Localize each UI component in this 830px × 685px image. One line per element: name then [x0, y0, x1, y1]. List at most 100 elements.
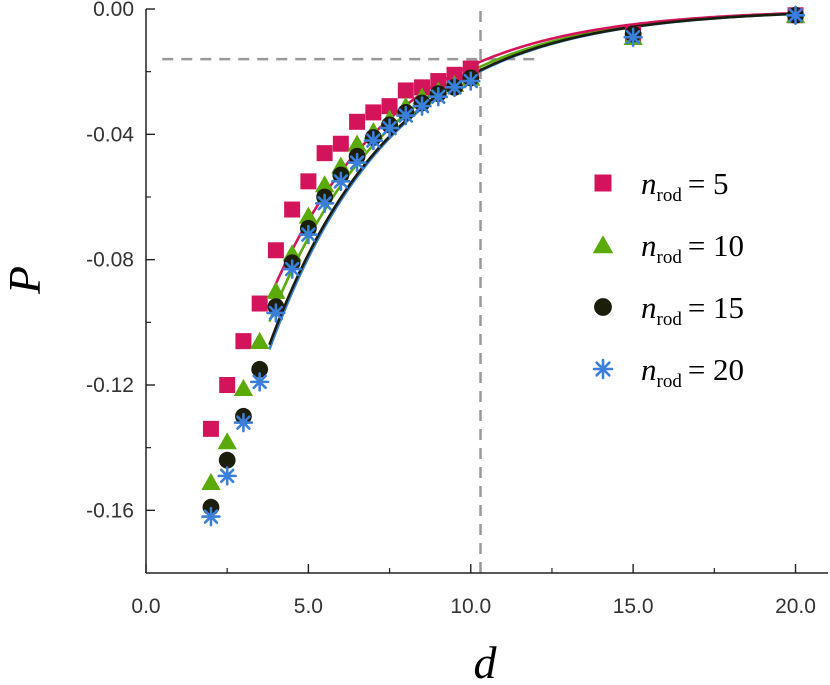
- y-tick-label: -0.12: [86, 374, 134, 397]
- asterisk-marker: [298, 224, 319, 245]
- square-marker: [316, 145, 333, 162]
- asterisk-stroke: [333, 174, 349, 189]
- asterisk-stroke: [366, 133, 381, 148]
- legend-var: n: [641, 228, 657, 263]
- triangle-marker: [592, 235, 614, 254]
- x-tick-label: 20.0: [775, 595, 816, 618]
- asterisk-stroke: [219, 468, 235, 484]
- ticks: 0.0 5.0 10.0 15.0 20.0 0.00 -0.04 -0.08 -0.12 -0.…: [86, 0, 816, 618]
- x-axis-title: d: [474, 637, 498, 685]
- asterisk-marker: [249, 372, 270, 392]
- data-markers: [201, 5, 806, 527]
- triangle-marker: [266, 281, 286, 299]
- legend-subscript: rod: [657, 309, 683, 330]
- legend-var: n: [641, 352, 657, 387]
- asterisk-stroke: [463, 73, 479, 89]
- square-marker: [219, 377, 236, 393]
- y-tick-label: -0.16: [86, 499, 134, 522]
- square-marker: [332, 135, 349, 152]
- asterisk-marker: [396, 105, 416, 126]
- asterisk-stroke: [382, 120, 397, 136]
- asterisk-marker: [623, 27, 643, 47]
- square-marker: [381, 98, 398, 115]
- asterisk-stroke: [398, 108, 414, 123]
- legend-label: nrod = 15: [641, 290, 744, 330]
- y-axis-title: P: [0, 266, 50, 295]
- legend-label: nrod = 10: [641, 228, 744, 268]
- square-marker: [300, 173, 317, 190]
- asterisk-marker: [461, 71, 481, 91]
- series-markers: [202, 7, 804, 437]
- asterisk-stroke: [301, 227, 316, 242]
- square-marker: [365, 104, 382, 121]
- legend-var: n: [641, 290, 657, 325]
- triangle-marker: [314, 175, 335, 193]
- asterisk-stroke: [284, 261, 300, 277]
- asterisk-stroke: [625, 29, 641, 45]
- legend-label: nrod = 20: [641, 352, 744, 392]
- triangle-marker: [201, 472, 221, 490]
- asterisk-stroke: [203, 509, 219, 524]
- square-marker: [235, 333, 252, 350]
- legend-value: = 15: [688, 290, 744, 325]
- square-marker: [430, 73, 447, 90]
- legend-subscript: rod: [657, 371, 683, 392]
- series-markers: [201, 5, 806, 527]
- triangle-marker: [250, 331, 270, 349]
- circle-marker: [594, 298, 612, 316]
- square-marker: [284, 201, 301, 218]
- legend-value: = 5: [688, 166, 729, 201]
- legend-item: nrod = 15: [594, 290, 744, 330]
- asterisk-stroke: [349, 155, 365, 170]
- square-marker: [251, 295, 268, 312]
- y-tick-label: 0.00: [93, 0, 134, 21]
- asterisk-marker: [379, 118, 400, 138]
- triangle-marker: [233, 378, 254, 396]
- x-tick-label: 5.0: [294, 595, 323, 618]
- legend-subscript: rod: [657, 185, 683, 206]
- asterisk-marker: [314, 193, 335, 213]
- asterisk-stroke: [447, 80, 462, 95]
- asterisk-marker: [363, 130, 384, 151]
- asterisk-stroke: [431, 89, 446, 104]
- asterisk-marker: [233, 412, 254, 433]
- asterisk-marker: [266, 303, 286, 323]
- legend-subscript: rod: [657, 247, 683, 268]
- square-marker: [594, 174, 612, 192]
- asterisk-marker: [592, 358, 614, 380]
- y-tick-label: -0.04: [86, 123, 134, 146]
- square-marker: [267, 242, 284, 259]
- asterisk-stroke: [317, 196, 332, 211]
- x-tick-label: 10.0: [450, 595, 491, 618]
- legend-label: nrod = 5: [641, 166, 729, 206]
- legend-var: n: [641, 166, 657, 201]
- asterisk-stroke: [414, 98, 430, 114]
- legend-value: = 20: [688, 352, 744, 387]
- asterisk-marker: [785, 5, 806, 25]
- asterisk-marker: [217, 466, 237, 486]
- asterisk-marker: [201, 506, 221, 527]
- legend-item: nrod = 10: [592, 228, 744, 268]
- asterisk-stroke: [268, 305, 284, 321]
- asterisk-marker: [282, 259, 302, 279]
- legend-value: = 10: [688, 228, 744, 263]
- x-tick-label: 15.0: [613, 595, 654, 618]
- fit-curve: [268, 12, 796, 346]
- reference-lines: [162, 9, 543, 573]
- circle-marker: [218, 451, 236, 469]
- asterisk-stroke: [788, 8, 803, 23]
- y-tick-label: -0.08: [86, 249, 134, 272]
- asterisk-marker: [412, 96, 432, 116]
- asterisk-stroke: [252, 374, 267, 390]
- asterisk-marker: [444, 77, 465, 98]
- square-marker: [202, 420, 219, 437]
- asterisk-marker: [347, 152, 367, 173]
- square-marker: [349, 113, 366, 130]
- circle-marker: [251, 360, 269, 378]
- square-marker: [414, 79, 431, 96]
- square-marker: [446, 66, 463, 83]
- triangle-marker: [347, 134, 367, 152]
- square-marker: [397, 82, 414, 99]
- asterisk-stroke: [595, 361, 611, 377]
